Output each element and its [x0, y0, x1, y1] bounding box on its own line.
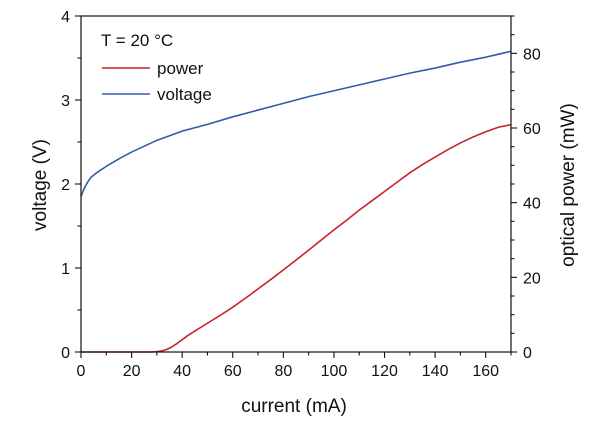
- x-axis-title: current (mA): [241, 396, 347, 417]
- y-left-tick-label: 4: [61, 9, 70, 26]
- y-axis-left-title: voltage (V): [30, 139, 51, 231]
- y-left-tick-label: 2: [61, 177, 70, 194]
- y-right-tick-label: 40: [523, 196, 541, 213]
- x-tick-label: 100: [321, 363, 348, 380]
- y-left-tick-label: 3: [61, 93, 70, 110]
- plot-frame: [80, 15, 512, 353]
- y-right-tick-label: 60: [523, 121, 541, 138]
- y-right-tick-label: 0: [523, 345, 532, 362]
- legend-title: T = 20 °C: [101, 31, 173, 50]
- x-tick-label: 80: [274, 363, 292, 380]
- series-lines: [80, 50, 512, 353]
- series-line-power: [81, 123, 512, 353]
- series-line-voltage: [80, 50, 512, 197]
- y-axis-right-title: optical power (mW): [558, 103, 579, 267]
- legend-label-voltage: voltage: [157, 85, 212, 104]
- x-tick-label: 160: [472, 363, 499, 380]
- y-left-tick-label: 0: [61, 345, 70, 362]
- y-left-tick-label: 1: [61, 261, 70, 278]
- x-tick-label: 20: [123, 363, 141, 380]
- x-tick-label: 40: [173, 363, 191, 380]
- y-right-tick-label: 20: [523, 270, 541, 287]
- x-tick-label: 140: [422, 363, 449, 380]
- x-tick-label: 0: [77, 363, 86, 380]
- y-right-tick-label: 80: [523, 46, 541, 63]
- legend-label-power: power: [157, 59, 204, 78]
- x-tick-label: 120: [371, 363, 398, 380]
- x-tick-label: 60: [224, 363, 242, 380]
- legend: T = 20 °C power voltage: [101, 31, 212, 104]
